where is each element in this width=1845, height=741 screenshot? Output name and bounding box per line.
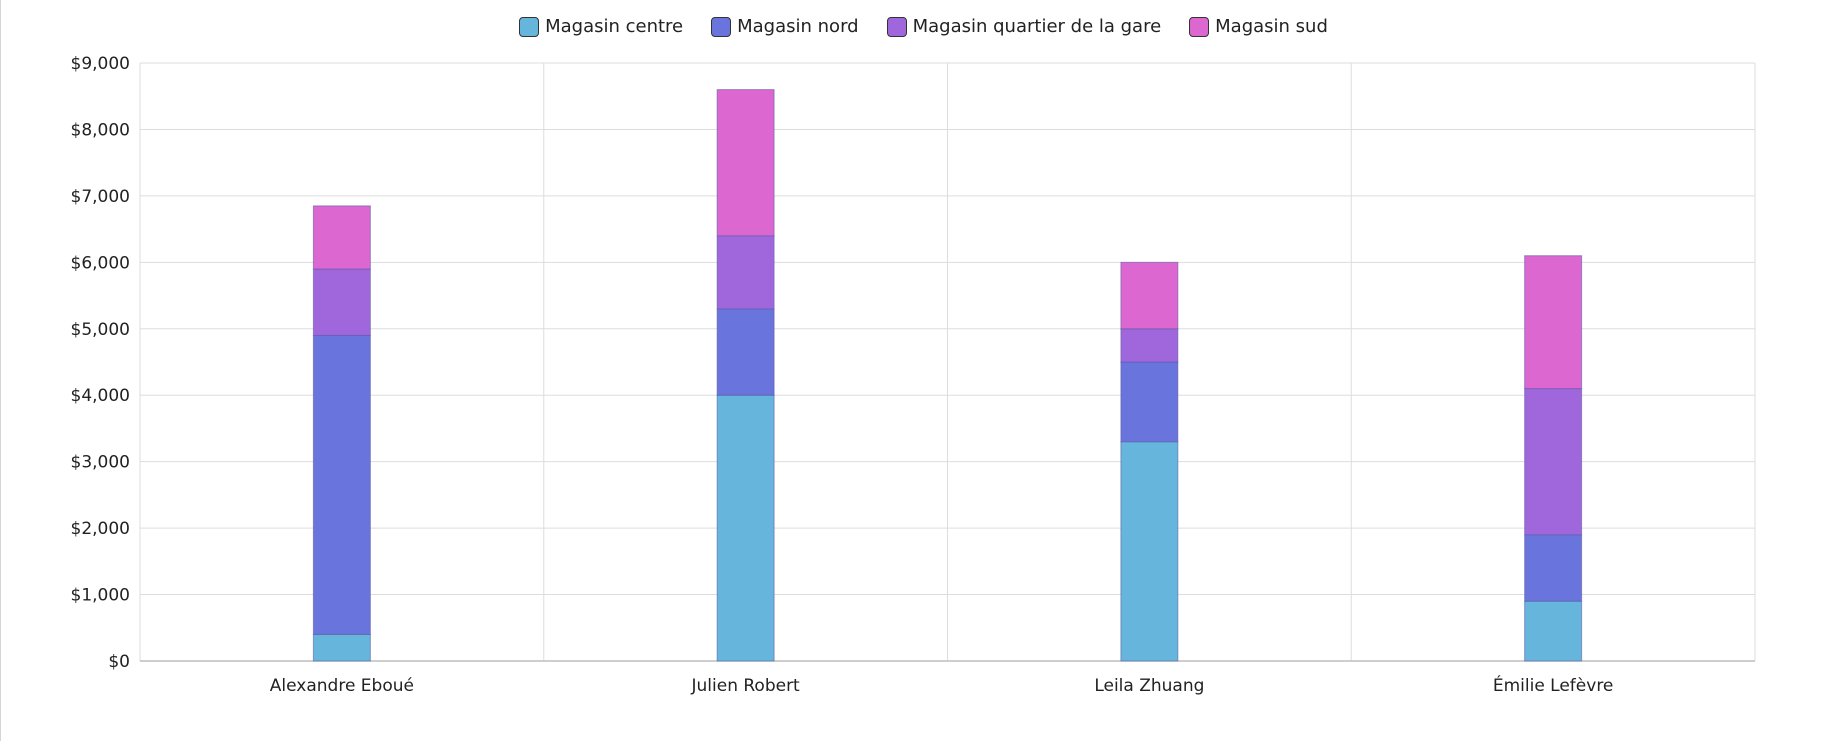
legend-label: Magasin centre <box>545 16 684 37</box>
bar-segment <box>1120 328 1179 363</box>
legend-item[interactable]: Magasin quartier de la gare <box>886 16 1162 37</box>
legend-swatch <box>519 16 540 37</box>
chart-legend: Magasin centre Magasin nord Magasin quarti… <box>1 16 1845 37</box>
legend-label: Magasin quartier de la gare <box>912 16 1162 37</box>
bar-segment <box>716 235 775 310</box>
y-tick-label: $1,000 <box>71 586 130 606</box>
bar-segment <box>716 89 775 237</box>
x-tick-label: Émilie Lefèvre <box>1493 674 1614 696</box>
y-tick-label: $4,000 <box>71 386 130 406</box>
y-tick-label: $8,000 <box>71 120 130 140</box>
bar-segment <box>1120 361 1179 443</box>
x-tick-label: Julien Robert <box>691 676 801 696</box>
bar-segment <box>312 334 371 635</box>
legend-swatch <box>886 16 907 37</box>
bar-segment <box>1524 534 1583 602</box>
legend-item[interactable]: Magasin sud <box>1189 16 1328 37</box>
legend-swatch <box>711 16 732 37</box>
y-tick-label: $3,000 <box>71 453 130 473</box>
bar-segment <box>312 205 371 270</box>
legend-item[interactable]: Magasin centre <box>519 16 683 37</box>
y-tick-label: $2,000 <box>71 519 130 539</box>
bar-segment <box>1524 600 1583 662</box>
bar-segment <box>312 633 371 662</box>
x-tick-label: Alexandre Eboué <box>270 676 414 696</box>
y-tick-label: $5,000 <box>71 320 130 340</box>
bar-segment <box>716 308 775 396</box>
legend-label: Magasin sud <box>1215 16 1328 37</box>
legend-item[interactable]: Magasin nord <box>711 16 859 37</box>
bar-segment <box>1120 261 1179 330</box>
y-tick-label: $0 <box>108 652 130 672</box>
x-tick-label: Leila Zhuang <box>1094 676 1204 696</box>
bar-segment <box>1120 441 1179 662</box>
bar-segment <box>1524 255 1583 390</box>
bar-segment <box>1524 388 1583 536</box>
bar-segment <box>716 394 775 662</box>
y-tick-label: $9,000 <box>71 54 130 74</box>
y-tick-label: $6,000 <box>71 253 130 273</box>
y-tick-label: $7,000 <box>71 187 130 207</box>
legend-label: Magasin nord <box>737 16 859 37</box>
bar-segment <box>312 268 371 336</box>
legend-swatch <box>1189 16 1210 37</box>
